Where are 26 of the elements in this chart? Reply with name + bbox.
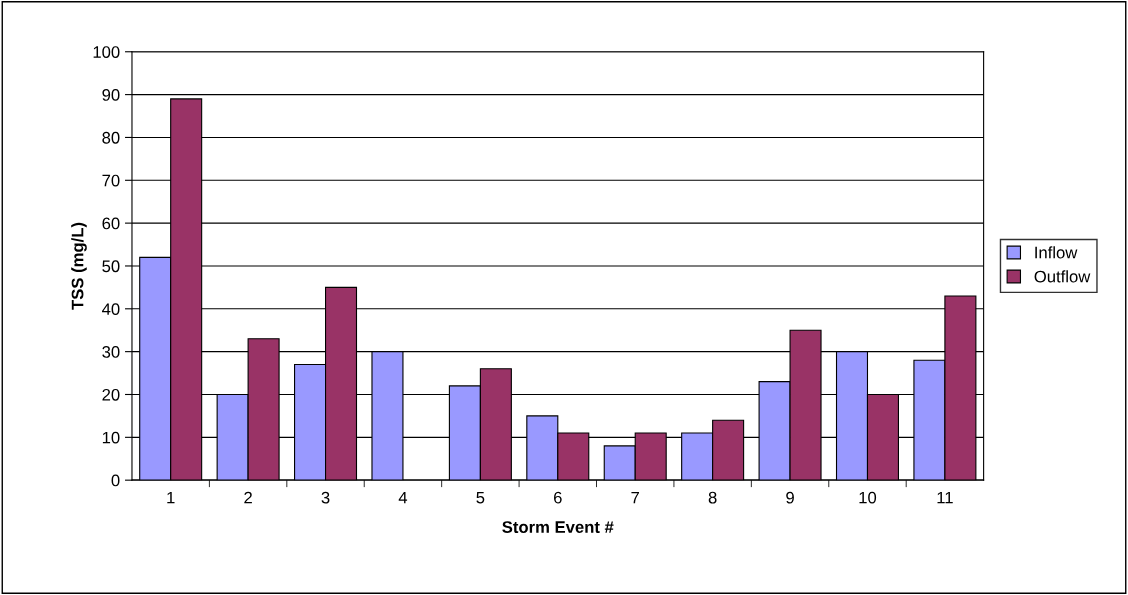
x-tick-label: 3 [321,491,330,504]
y-tick-label: 90 [102,89,120,101]
x-axis-title: Storm Event # [502,521,614,533]
x-tick-label: 9 [786,491,794,504]
legend-label: Outflow [1034,270,1091,283]
y-axis-title: TSS (mg/L) [71,222,87,310]
y-tick-label: 60 [102,217,120,230]
x-tick-label: 4 [398,491,408,504]
x-tick-label: 1 [167,491,175,504]
y-tick-label: 0 [111,474,120,487]
x-tick-label: 2 [244,491,252,504]
x-tick-label: 10 [859,491,877,504]
y-tick-label: 70 [102,174,120,187]
y-tick-label: 30 [102,346,120,358]
y-tick-label: 80 [102,131,120,144]
x-tick-label: 5 [476,491,485,504]
y-tick-label: 100 [93,46,120,58]
y-tick-label: 10 [102,431,120,444]
y-tick-label: 40 [102,303,120,316]
legend-label: Inflow [1035,246,1078,259]
x-tick-label: 7 [631,491,640,504]
y-tick-label: 50 [102,260,120,273]
x-tick-label: 6 [554,491,562,504]
x-tick-label: 11 [937,491,953,504]
x-tick-label: 8 [708,491,717,504]
y-tick-label: 20 [102,388,120,401]
